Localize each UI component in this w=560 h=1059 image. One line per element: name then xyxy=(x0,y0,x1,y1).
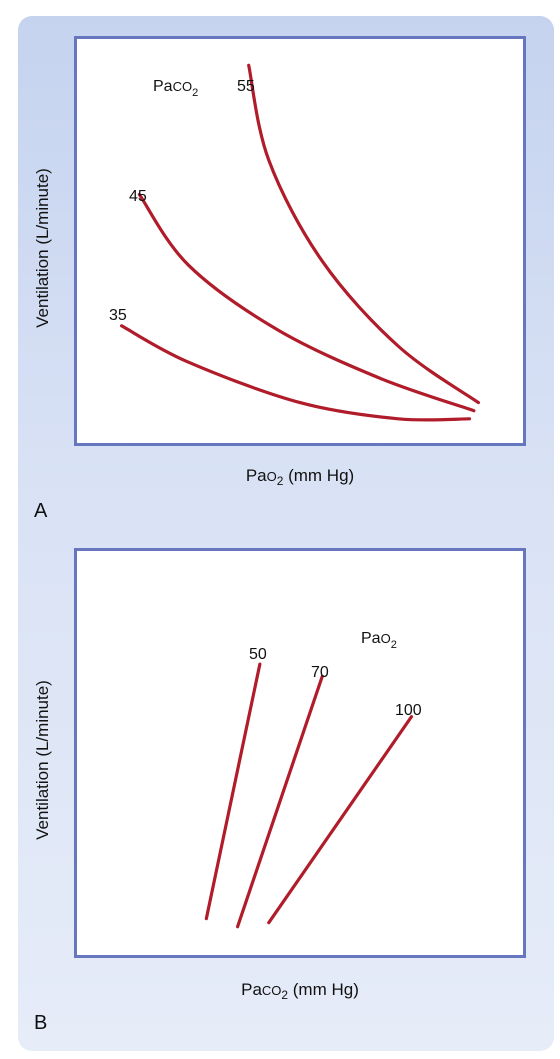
panel-letter-b: B xyxy=(34,1012,48,1034)
chart-b-plot-area: PaO2 50 70 100 xyxy=(74,548,526,958)
chart-a-curve-45 xyxy=(137,192,476,413)
chart-b-y-axis-label: Ventilation (L/minute) xyxy=(33,680,52,840)
chart-a-label-55: 55 xyxy=(237,78,255,95)
chart-b-label-100: 100 xyxy=(395,702,422,719)
chart-b-label-70: 70 xyxy=(311,664,329,681)
chart-b-curve-70 xyxy=(235,674,324,929)
chart-a-curve-35 xyxy=(120,324,472,422)
chart-a-label-45: 45 xyxy=(129,188,147,205)
chart-b-label-50: 50 xyxy=(249,646,267,663)
chart-b-series-legend-title: PaO2 xyxy=(361,630,397,651)
chart-a-svg: PaCO2 55 45 35 xyxy=(109,63,480,422)
chart-a-curve-55 xyxy=(247,63,480,405)
chart-b-curve-50 xyxy=(204,662,262,921)
chart-a-label-35: 35 xyxy=(109,307,127,324)
chart-a-plot-area: PaCO2 55 45 35 xyxy=(74,36,526,446)
chart-b-curve-100 xyxy=(267,715,414,925)
panel-letter-a: A xyxy=(34,500,48,522)
chart-b-svg: PaO2 50 70 100 xyxy=(204,630,422,929)
chart-a-x-axis-label: PaO2 (mm Hg) xyxy=(245,466,355,489)
chart-b-x-axis-label: PaCO2 (mm Hg) xyxy=(241,980,359,1003)
chart-a-y-axis-label: Ventilation (L/minute) xyxy=(33,168,52,328)
chart-a-series-legend-title: PaCO2 xyxy=(153,78,198,99)
